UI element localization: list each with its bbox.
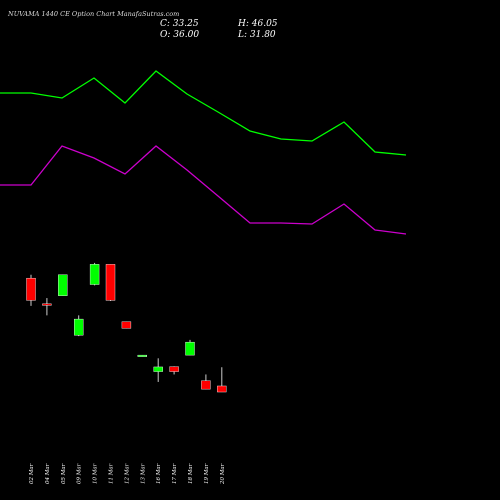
candle-body [169,366,179,372]
open-label: O: [160,30,171,40]
candle-body [153,366,163,372]
open-readout: O: 36.00 [160,30,199,40]
candle [105,264,116,301]
chart-title: NUVAMA 1440 CE Option Chart ManafaSutras… [8,10,180,18]
candle-body [89,264,100,285]
candle [153,358,163,382]
candles [26,262,227,393]
close-label: C: [160,19,170,29]
candle-body [121,321,132,329]
candle [185,339,195,356]
candle [169,366,179,375]
candle-body [217,385,227,393]
x-tick-label: 05 Mar [61,463,67,484]
high-label: H: [238,19,249,29]
low-label: L: [238,30,248,40]
x-tick-label: 10 Mar [93,463,99,484]
indicator-line-1 [0,70,407,156]
x-tick-label: 19 Mar [204,463,210,484]
candle-body [58,274,68,296]
x-tick-label: 09 Mar [77,463,83,484]
candle [201,374,211,390]
low-value: 31.80 [249,30,276,40]
candle-body [73,318,84,336]
x-tick-label: 16 Mar [156,463,162,484]
x-tick-label: 18 Mar [188,463,194,484]
candle-body [185,341,195,356]
candle [89,262,100,286]
candle-body [42,303,52,306]
x-tick-label: 04 Mar [45,463,51,484]
candle [26,274,36,306]
x-axis-labels: 02 Mar 04 Mar 05 Mar 09 Mar 10 Mar 11 Mar 12 M… [29,463,226,485]
high-value: 46.05 [251,19,278,29]
x-tick-label: 02 Mar [29,463,35,484]
candle [121,321,132,329]
close-value: 33.25 [172,19,199,29]
candle [73,315,84,337]
indicator-lines [0,70,407,235]
x-tick-label: 13 Mar [140,463,146,484]
open-value: 36.00 [173,30,200,40]
candle [58,274,68,296]
x-tick-label: 11 Mar [109,463,115,484]
low-readout: L: 31.80 [238,30,276,40]
candle [42,298,52,316]
x-tick-label: 12 Mar [124,463,130,484]
candle [137,354,148,357]
x-tick-label: 20 Mar [220,463,226,485]
x-tick-label: 17 Mar [172,463,178,484]
candle-body [201,380,211,390]
candle-body [26,277,36,301]
indicator-line-2 [0,145,407,235]
candle-body [137,354,148,357]
close-readout: C: 33.25 [160,19,199,29]
candle-body [105,264,116,301]
candle [217,367,227,393]
high-readout: H: 46.05 [238,19,278,29]
